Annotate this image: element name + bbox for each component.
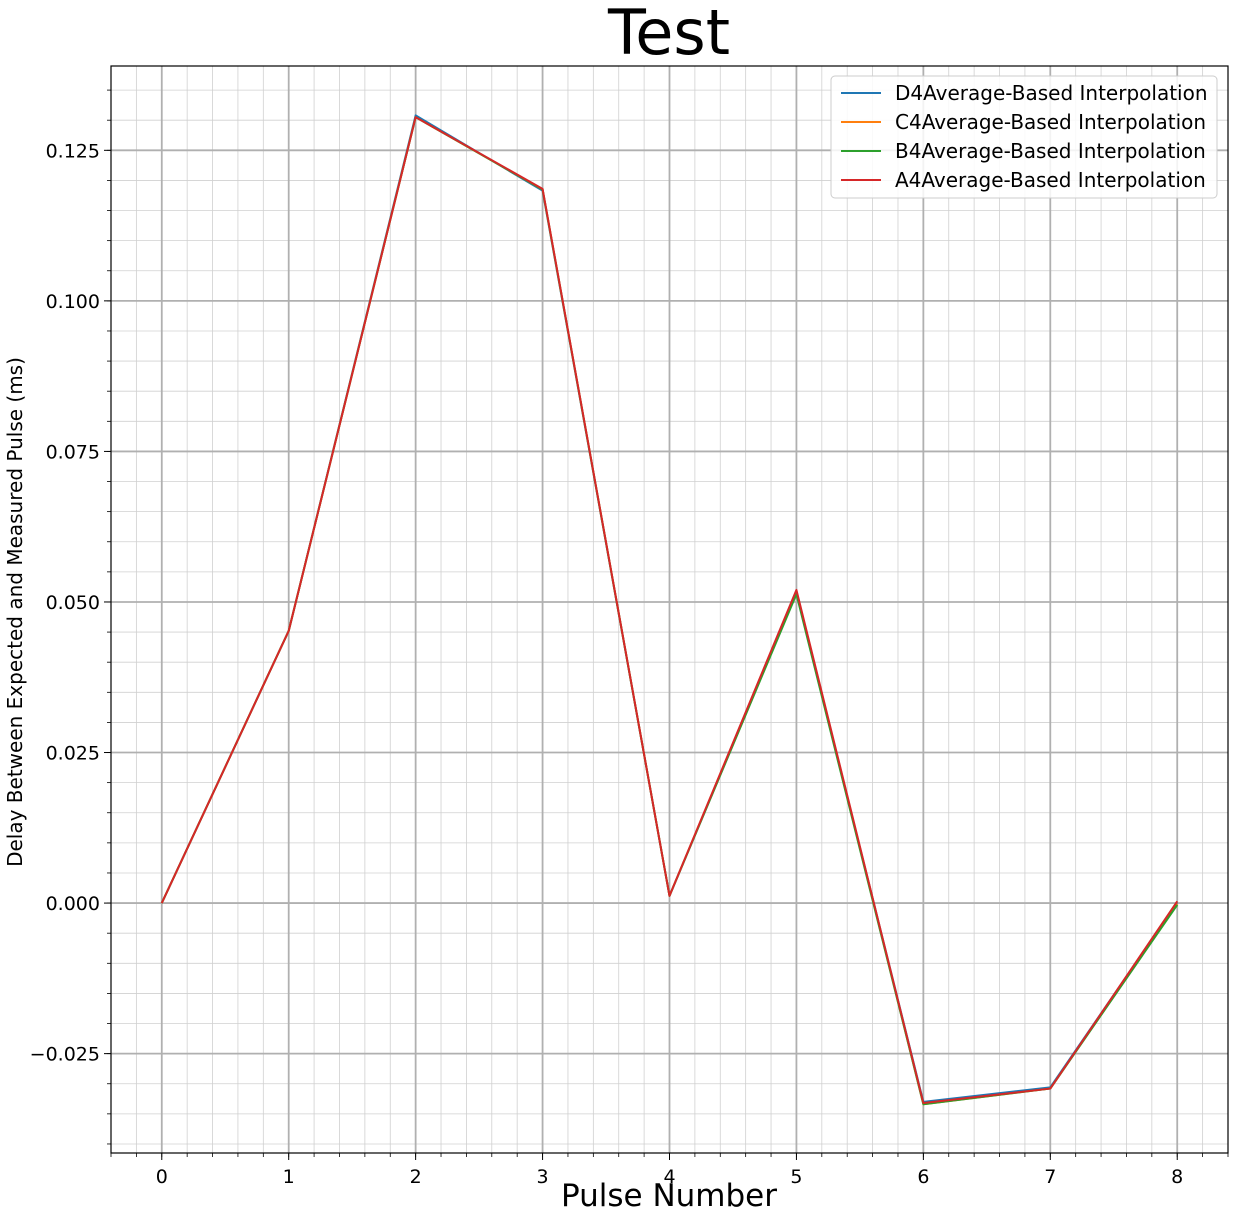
y-axis-label: Delay Between Expected and Measured Puls…: [3, 357, 27, 867]
x-tick-label: 8: [1171, 1166, 1183, 1188]
y-tick-label: 0.000: [46, 893, 100, 915]
legend-label: D4Average-Based Interpolation: [895, 81, 1208, 105]
x-tick-label: 3: [537, 1166, 549, 1188]
x-tick-label: 4: [663, 1166, 675, 1188]
x-tick-label: 7: [1044, 1166, 1056, 1188]
x-tick-label: 0: [156, 1166, 168, 1188]
legend-label: A4Average-Based Interpolation: [895, 168, 1206, 192]
legend-label: B4Average-Based Interpolation: [895, 139, 1206, 163]
x-tick-label: 5: [790, 1166, 802, 1188]
x-tick-label: 6: [917, 1166, 929, 1188]
y-tick-label: 0.050: [46, 592, 100, 614]
x-tick-label: 2: [410, 1166, 422, 1188]
x-axis-label: Pulse Number: [561, 1178, 777, 1214]
major-grid: [111, 66, 1228, 1153]
legend-label: C4Average-Based Interpolation: [895, 110, 1206, 134]
y-tick-label: 0.100: [46, 291, 100, 313]
x-tick-label: 1: [283, 1166, 295, 1188]
y-tick-label: −0.025: [30, 1044, 100, 1066]
y-tick-label: 0.125: [46, 140, 100, 162]
series-layer: [160, 114, 1179, 1106]
ticks-layer: 0 1 2 3 4 5 6 7 8 −0.025 0.000 0.025 0.050 0.075 0.100…: [30, 89, 1229, 1188]
y-tick-label: 0.025: [46, 743, 100, 765]
legend-box: [830, 75, 1218, 199]
series-line-4: [160, 116, 1179, 1105]
legend: D4Average-Based Interpolation C4Average-B…: [830, 75, 1218, 199]
chart-title: Test: [607, 0, 730, 69]
y-tick-label: 0.075: [46, 441, 100, 463]
